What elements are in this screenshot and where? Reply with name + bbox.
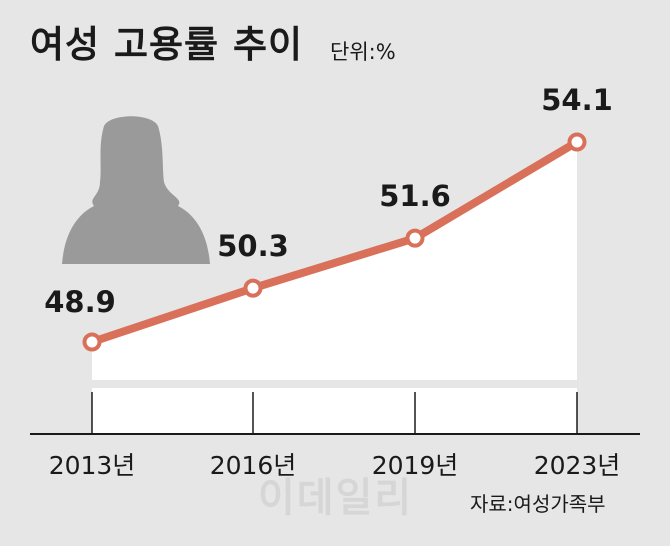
x-axis [30, 392, 640, 435]
chart-area [92, 142, 577, 434]
source-label: 자료:여성가족부 [470, 492, 606, 516]
data-label: 51.6 [379, 179, 451, 213]
unit-label: 단위:% [330, 40, 396, 64]
data-label: 50.3 [217, 229, 289, 263]
data-point [405, 228, 425, 248]
data-point [82, 332, 102, 352]
series-polyline [88, 138, 581, 346]
data-point [567, 132, 587, 152]
data-labels: 48.9 50.3 51.6 54.1 [44, 83, 613, 319]
x-tick-label: 2023년 [534, 451, 621, 480]
area-fill [92, 142, 577, 380]
data-label: 48.9 [44, 285, 116, 319]
woman-silhouette-icon [62, 116, 210, 264]
data-points [82, 132, 587, 352]
data-label: 54.1 [541, 83, 613, 117]
x-tick-label: 2019년 [372, 451, 459, 480]
data-point [243, 278, 263, 298]
chart-title: 여성 고용률 추이 [30, 23, 304, 66]
area-band [92, 388, 577, 434]
x-tick-label: 2016년 [210, 451, 297, 480]
watermark: 이데일리 [258, 475, 414, 521]
x-tick-labels: 2013년 2016년 2019년 2023년 [49, 451, 621, 480]
x-tick-label: 2013년 [49, 451, 136, 480]
series-line [88, 138, 581, 346]
